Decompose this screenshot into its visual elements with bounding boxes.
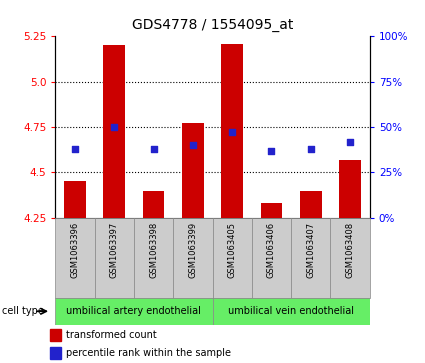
Bar	[134, 218, 173, 298]
Point	[307, 146, 314, 152]
Bar	[173, 218, 212, 298]
Bar	[212, 218, 252, 298]
Bar	[221, 44, 243, 218]
Point	[71, 146, 78, 152]
Bar	[55, 298, 212, 325]
Text: GSM1063407: GSM1063407	[306, 222, 315, 278]
Bar	[103, 45, 125, 218]
Bar	[252, 218, 291, 298]
Point	[268, 148, 275, 154]
Text: percentile rank within the sample: percentile rank within the sample	[66, 348, 231, 358]
Text: GSM1063397: GSM1063397	[110, 222, 119, 278]
Text: umbilical vein endothelial: umbilical vein endothelial	[228, 306, 354, 316]
Bar	[331, 218, 370, 298]
Text: GSM1063406: GSM1063406	[267, 222, 276, 278]
Title: GDS4778 / 1554095_at: GDS4778 / 1554095_at	[132, 19, 293, 33]
Text: GSM1063408: GSM1063408	[346, 222, 354, 278]
Text: GSM1063399: GSM1063399	[188, 222, 197, 278]
Bar	[64, 182, 86, 218]
Text: GSM1063398: GSM1063398	[149, 222, 158, 278]
Point	[150, 146, 157, 152]
Bar	[55, 218, 94, 298]
Bar	[143, 191, 164, 218]
Bar	[291, 218, 331, 298]
Bar	[300, 191, 322, 218]
Bar	[50, 347, 61, 359]
Point	[111, 124, 118, 130]
Point	[190, 142, 196, 148]
Bar	[339, 160, 361, 218]
Bar	[261, 203, 282, 218]
Point	[229, 130, 235, 135]
Bar	[94, 218, 134, 298]
Text: transformed count: transformed count	[66, 330, 157, 340]
Text: GSM1063405: GSM1063405	[228, 222, 237, 278]
Bar	[182, 123, 204, 218]
Point	[347, 139, 354, 144]
Text: umbilical artery endothelial: umbilical artery endothelial	[66, 306, 201, 316]
Bar	[212, 298, 370, 325]
Text: GSM1063396: GSM1063396	[71, 222, 79, 278]
Bar	[50, 329, 61, 341]
Text: cell type: cell type	[2, 306, 44, 316]
